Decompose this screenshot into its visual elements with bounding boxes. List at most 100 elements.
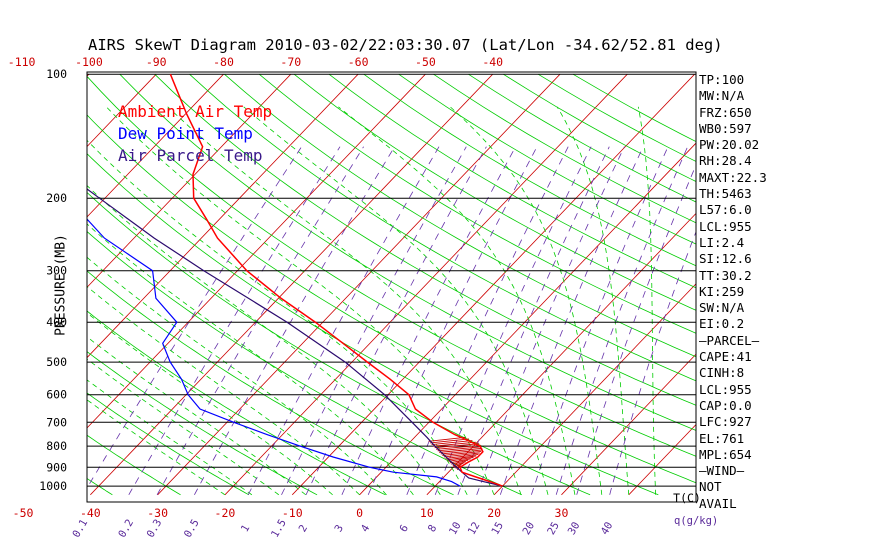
bottom-temp-tick-label: 20 bbox=[487, 506, 501, 520]
sidebar-item: —WIND— bbox=[699, 463, 745, 479]
sidebar-item: SW:N/A bbox=[699, 300, 745, 316]
top-temp-tick-label: -70 bbox=[280, 55, 301, 69]
dry-adiabat-line bbox=[363, 73, 696, 267]
isotherm-line bbox=[561, 353, 696, 496]
sidebar-item: CAP:0.0 bbox=[699, 397, 752, 413]
pressure-tick-label: 800 bbox=[46, 439, 67, 453]
sidebar-item: EI:0.2 bbox=[699, 316, 745, 332]
dry-adiabat-line bbox=[224, 73, 696, 358]
pressure-tick-label: 400 bbox=[46, 315, 67, 329]
dry-adiabat-line bbox=[0, 74, 44, 495]
moist-adiabat-line bbox=[87, 312, 333, 496]
pressure-tick-label: 300 bbox=[46, 264, 67, 278]
mixing-ratio-label: 0.3 bbox=[145, 517, 165, 539]
moist-adiabat-line bbox=[338, 106, 576, 495]
dry-adiabat-line bbox=[154, 73, 696, 406]
sidebar-item: EL:761 bbox=[699, 430, 745, 446]
mixing-ratio-label: 10 bbox=[447, 520, 464, 537]
sidebar-item: LCL:955 bbox=[699, 218, 752, 234]
sidebar-item: WB0:597 bbox=[699, 120, 752, 136]
bottom-temp-tick-label: 10 bbox=[420, 506, 434, 520]
bottom-temp-tick-label: -10 bbox=[282, 506, 303, 520]
sidebar-item: MAXT:22.3 bbox=[699, 169, 767, 185]
cape-hatch bbox=[436, 444, 481, 450]
sidebar-item: LI:2.4 bbox=[699, 234, 745, 250]
cape-hatch bbox=[431, 440, 473, 446]
cape-hatch bbox=[439, 447, 483, 453]
bottom-temp-tick-label: 30 bbox=[555, 506, 569, 520]
pressure-tick-label: 500 bbox=[46, 355, 67, 369]
sidebar-item: FRZ:650 bbox=[699, 104, 752, 120]
dry-adiabat-line bbox=[87, 191, 591, 496]
sidebar-item: PW:20.02 bbox=[699, 137, 760, 153]
moist-adiabat-line bbox=[87, 358, 280, 496]
moist-adiabat-line bbox=[637, 106, 657, 495]
mixing-ratio-label: 25 bbox=[545, 520, 562, 537]
isotherm-line bbox=[87, 73, 90, 77]
pressure-tick-label: 900 bbox=[46, 460, 67, 474]
cape-hatch bbox=[442, 450, 482, 456]
dry-adiabat-line bbox=[258, 73, 696, 334]
series-parcel-line bbox=[87, 188, 503, 487]
cape-hatch bbox=[446, 455, 477, 461]
isotherm-line bbox=[224, 73, 628, 496]
mixing-ratio-label: 20 bbox=[520, 520, 537, 537]
sidebar-item: KI:259 bbox=[699, 283, 745, 299]
pressure-tick-label: 700 bbox=[46, 415, 67, 429]
pressure-tick-label: 600 bbox=[46, 388, 67, 402]
sidebar-item: MPL:654 bbox=[699, 446, 752, 462]
dry-adiabat-line bbox=[328, 73, 696, 289]
pressure-tick-label: 200 bbox=[46, 191, 67, 205]
moist-adiabat-line bbox=[87, 223, 414, 496]
moist-adiabat-line bbox=[449, 106, 603, 495]
mixing-ratio-label: 1 bbox=[239, 523, 253, 534]
mixing-ratio-label: 6 bbox=[397, 523, 411, 534]
sidebar-item: TP:100 bbox=[699, 72, 745, 87]
cape-hatch bbox=[443, 452, 480, 458]
mixing-ratio-label: 40 bbox=[599, 520, 616, 537]
moist-adiabat-line bbox=[87, 336, 306, 496]
cape-hatch bbox=[437, 446, 482, 452]
mixing-ratio-label: 8 bbox=[426, 523, 440, 534]
mixing-ratio-label: 12 bbox=[466, 520, 483, 537]
mixing-ratio-label: 2 bbox=[297, 523, 311, 534]
sidebar-item: LCL:955 bbox=[699, 381, 752, 397]
dry-adiabat-line bbox=[87, 434, 181, 496]
bottom-temp-tick-label: -40 bbox=[80, 506, 101, 520]
bottom-temp-tick-label: -20 bbox=[215, 506, 236, 520]
mixing-ratio-label: 3 bbox=[333, 523, 347, 534]
sidebar-item: RH:28.4 bbox=[699, 153, 752, 169]
bottom-temp-tick-label: -50 bbox=[13, 506, 34, 520]
dry-adiabat-line bbox=[87, 75, 696, 457]
isotherm-line bbox=[87, 73, 426, 429]
mixing-ratio-label: 0.5 bbox=[182, 517, 202, 539]
cape-hatch bbox=[434, 443, 480, 449]
legend-ambient: Ambient Air Temp bbox=[118, 102, 273, 121]
top-temp-tick-label: -100 bbox=[75, 55, 103, 69]
isotherm-line bbox=[87, 73, 292, 288]
dry-adiabat-line bbox=[87, 310, 386, 496]
mixing-ratio-label: 4 bbox=[359, 523, 373, 534]
index-sidebar: TP:100 MW:N/A FRZ:650 WB0:597 PW:20.02 RH:28.… bbox=[699, 72, 867, 512]
isotherm-line bbox=[90, 73, 494, 496]
cape-hatch bbox=[428, 436, 466, 442]
top-temp-tick-label: -40 bbox=[482, 55, 503, 69]
mixing-ratio-label: 0.1 bbox=[70, 517, 90, 539]
sidebar-item: SI:12.6 bbox=[699, 251, 752, 267]
mixing-ratio-label: 30 bbox=[566, 520, 583, 537]
moist-adiabat-line bbox=[243, 106, 549, 495]
sidebar-item: MW:N/A bbox=[699, 88, 745, 104]
isotherm-line bbox=[157, 73, 561, 496]
moist-adiabat-line bbox=[87, 256, 387, 496]
legend: Ambient Air Temp Dew Point Temp Air Parc… bbox=[118, 101, 272, 167]
sidebar-item: TH:5463 bbox=[699, 186, 752, 202]
dry-adiabat-line bbox=[87, 114, 696, 484]
dry-adiabat-line bbox=[119, 73, 696, 431]
series-dewpoint-line bbox=[87, 218, 461, 487]
moist-adiabat-line bbox=[106, 106, 495, 495]
cape-hatch bbox=[433, 441, 476, 447]
cape-hatch bbox=[445, 453, 479, 459]
mixing-ratio-label: 0.2 bbox=[116, 517, 136, 539]
dry-adiabat-line bbox=[293, 73, 696, 311]
